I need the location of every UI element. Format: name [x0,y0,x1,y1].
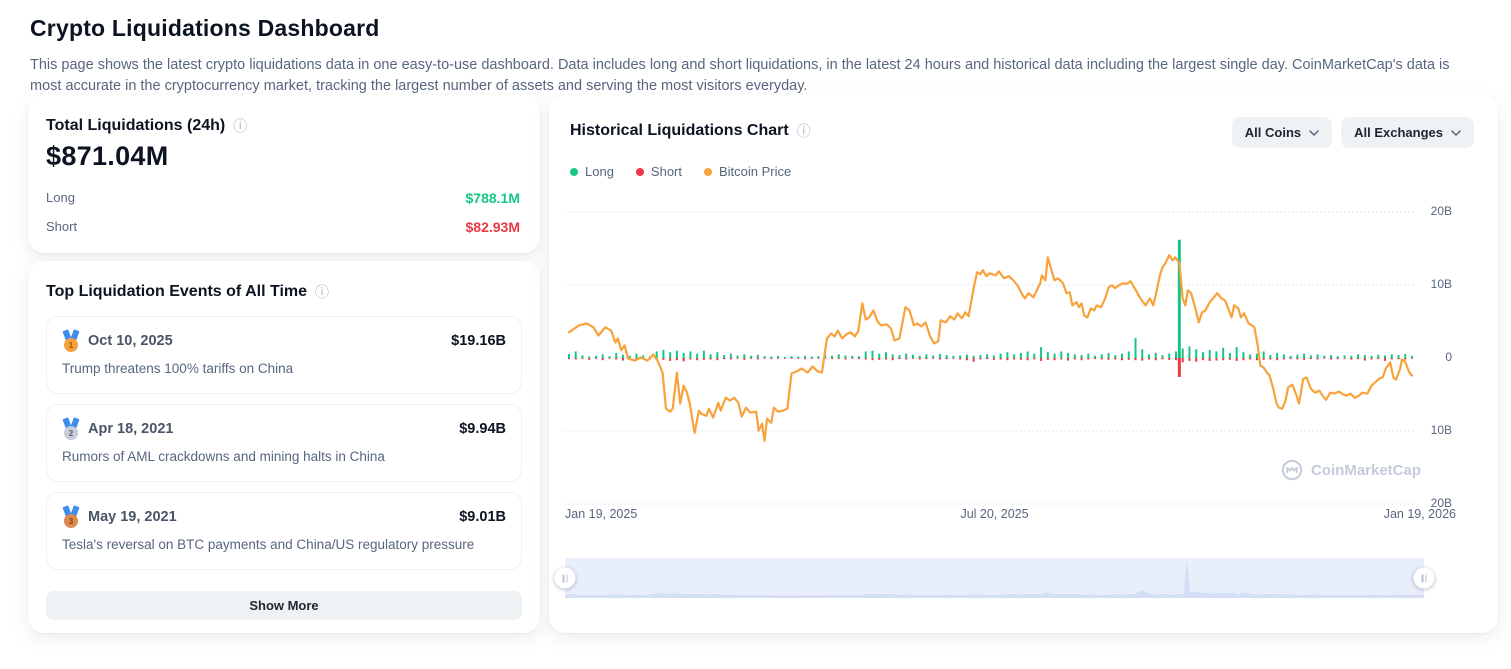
legend-item-bitcoin-price[interactable]: Bitcoin Price [704,164,791,179]
page-description: This page shows the latest crypto liquid… [30,56,1450,95]
events-card-title: Top Liquidation Events of All Time [46,283,308,300]
short-value: $82.93M [465,218,520,235]
filter-label: All Coins [1244,125,1302,140]
y-axis-ticks: 20B 10B 0 10B 20B [1424,204,1452,510]
info-icon[interactable]: ⓘ [233,118,248,134]
chevron-down-icon [1451,129,1461,136]
short-liquidations-row: Short $82.93M [46,212,520,241]
legend-dot-icon [635,167,644,176]
legend-label: Short [650,164,682,179]
total-card-title: Total Liquidations (24h) [46,117,226,134]
chevron-down-icon [1309,129,1319,136]
filter-label: All Exchanges [1354,125,1443,140]
x-tick-start: Jan 19, 2025 [565,507,638,521]
historical-chart-card: Historical Liquidations Chart ⓘ All Coin… [549,95,1498,633]
event-date: May 19, 2021 [88,509,177,525]
liquidations-chart-svg [565,211,1417,505]
legend-label: Bitcoin Price [719,164,792,179]
coinmarketcap-logo-icon [1281,459,1303,481]
chart-legend: Long Short Bitcoin Price [570,164,791,179]
top-events-card: Top Liquidation Events of All Time ⓘ 1 Oc… [28,261,540,633]
watermark-text: CoinMarketCap [1311,461,1422,479]
total-card-title-row: Total Liquidations (24h) ⓘ [46,117,247,135]
brush-minimap-svg [565,560,1424,598]
long-liquidations-row: Long $788.1M [46,183,520,212]
page-title: Crypto Liquidations Dashboard [30,15,380,42]
chart-filters: All Coins All Exchanges [1231,117,1474,148]
legend-label: Long [585,164,614,179]
x-tick-middle: Jul 20, 2025 [960,507,1029,521]
timeline-brush[interactable] [554,558,1435,598]
y-tick-label: 20B [1430,204,1452,218]
event-amount: $19.16B [451,333,506,349]
event-description: Tesla's reversal on BTC payments and Chi… [62,537,475,552]
event-header: 2 Apr 18, 2021 $9.94B [62,417,506,440]
medal-rank-2-icon: 2 [62,417,80,440]
event-item[interactable]: 2 Apr 18, 2021 $9.94B Rumors of AML crackdo… [46,404,522,482]
filter-dropdown-all-exchanges[interactable]: All Exchanges [1341,117,1474,148]
y-tick-label: 10B [1430,277,1452,291]
event-description: Trump threatens 100% tariffs on China [62,361,294,376]
brush-handle-left[interactable] [554,567,576,589]
chart-title-row: Historical Liquidations Chart ⓘ [570,122,811,140]
total-card-rows: Long $788.1M Short $82.93M [46,183,520,241]
watermark: CoinMarketCap [1281,459,1421,481]
event-description: Rumors of AML crackdowns and mining halt… [62,449,385,464]
y-tick-label: 0 [1445,350,1452,364]
event-date: Apr 18, 2021 [88,421,174,437]
events-card-title-row: Top Liquidation Events of All Time ⓘ [46,283,329,301]
info-icon[interactable]: ⓘ [315,284,330,300]
event-item[interactable]: 3 May 19, 2021 $9.01B Tesla's reversal on B… [46,492,522,570]
legend-item-short[interactable]: Short [635,164,682,179]
liquidations-chart-plot[interactable] [565,208,1424,508]
medal-rank-1-icon: 1 [62,329,80,352]
long-label: Long [46,190,75,205]
legend-item-long[interactable]: Long [570,164,614,179]
total-liquidations-value: $871.04M [46,141,169,171]
chart-title: Historical Liquidations Chart [570,122,789,139]
x-tick-end: Jan 19, 2026 [1383,507,1456,521]
event-amount: $9.94B [459,421,506,437]
events-list: 1 Oct 10, 2025 $19.16B Trump threatens 100%… [46,316,522,580]
y-tick-label: 10B [1430,423,1452,437]
show-more-button[interactable]: Show More [46,591,522,620]
total-liquidations-card: Total Liquidations (24h) ⓘ $871.04M Long… [28,95,540,253]
y-tick-label: 20B [1430,496,1452,510]
long-value: $788.1M [465,189,520,206]
event-header: 3 May 19, 2021 $9.01B [62,505,506,528]
info-icon[interactable]: ⓘ [796,123,811,139]
short-label: Short [46,219,78,234]
event-header: 1 Oct 10, 2025 $19.16B [62,329,506,352]
legend-dot-icon [704,167,712,176]
event-date: Oct 10, 2025 [88,333,173,349]
legend-dot-icon [570,167,578,176]
event-amount: $9.01B [459,509,506,525]
event-item[interactable]: 1 Oct 10, 2025 $19.16B Trump threatens 100%… [46,316,522,394]
filter-dropdown-all-coins[interactable]: All Coins [1231,117,1333,148]
brush-handle-right[interactable] [1413,567,1435,589]
medal-rank-3-icon: 3 [62,505,80,528]
